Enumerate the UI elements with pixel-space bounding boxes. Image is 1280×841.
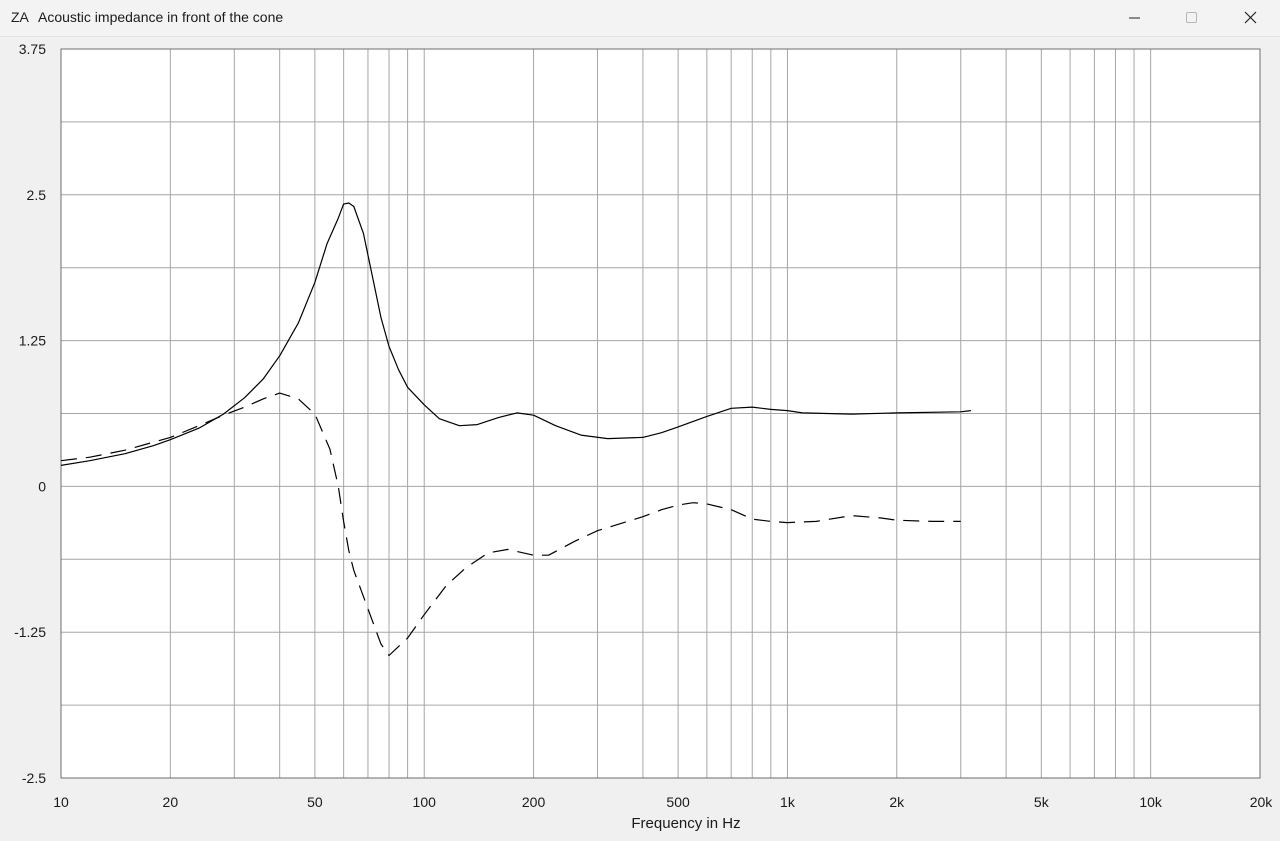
impedance-chart: 3.75 2.5 1.25 0 -1.25 -2.5 10 20 50 100 200 500 1k 2… [14,41,1273,832]
plot-border [60,48,1261,779]
grid-layer [60,48,1261,779]
x-tick-label: 20 [163,794,179,810]
x-tick-label: 20k [1250,794,1274,810]
title-bar[interactable]: ZA Acoustic impedance in front of the co… [0,0,1280,37]
y-tick-label: -1.25 [14,624,46,640]
x-tick-label: 100 [413,794,437,810]
x-tick-label: 5k [1034,794,1050,810]
window-title: Acoustic impedance in front of the cone [38,9,284,25]
y-tick-label: 1.25 [19,333,46,349]
x-tick-label: 2k [889,794,905,810]
close-button[interactable] [1221,0,1279,36]
x-tick-label: 50 [307,794,323,810]
series-line-dashed [60,392,961,657]
y-tick-label: 2.5 [27,187,47,203]
x-tick-label: 1k [780,794,796,810]
x-tick-label: 10 [53,794,69,810]
x-tick-label: 10k [1139,794,1163,810]
app-icon: ZA [11,9,29,25]
y-axis-ticks: 3.75 2.5 1.25 0 -1.25 -2.5 [14,41,46,786]
y-tick-label: -2.5 [22,770,46,786]
close-icon [1244,11,1257,24]
x-axis-ticks: 10 20 50 100 200 500 1k 2k 5k 10k 20k [53,794,1273,810]
plot-area: 3.75 2.5 1.25 0 -1.25 -2.5 10 20 50 100 200 500 1k 2… [0,37,1280,836]
maximize-icon [1186,12,1197,23]
minimize-button[interactable] [1105,0,1163,36]
minimize-icon [1129,17,1140,19]
y-tick-label: 0 [38,478,46,494]
x-tick-label: 200 [522,794,546,810]
x-tick-label: 500 [666,794,690,810]
series-line-solid [60,202,971,466]
maximize-button[interactable] [1163,0,1221,36]
series-layer [60,202,971,657]
y-tick-label: 3.75 [19,41,46,57]
x-axis-label: Frequency in Hz [631,815,740,832]
